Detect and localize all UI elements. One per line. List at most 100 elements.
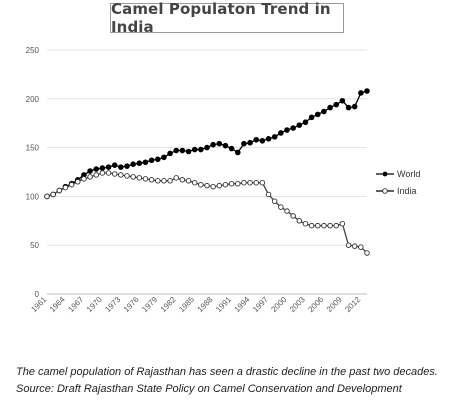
data-point-india bbox=[290, 213, 296, 219]
data-point-world bbox=[314, 111, 321, 118]
data-point-india bbox=[155, 178, 161, 184]
data-point-world bbox=[198, 146, 204, 153]
data-point-india bbox=[247, 179, 253, 186]
x-tick-label: 2012 bbox=[343, 295, 362, 314]
chart-title: Camel Populaton Trend in India bbox=[110, 0, 344, 36]
data-point-india bbox=[204, 182, 210, 189]
x-tick-label: 1979 bbox=[140, 295, 159, 314]
x-tick-label: 2003 bbox=[288, 295, 307, 314]
data-point-world bbox=[179, 147, 186, 154]
data-point-india bbox=[56, 187, 63, 194]
data-point-india bbox=[75, 179, 81, 185]
data-point-india bbox=[99, 170, 106, 176]
y-tick-label: 50 bbox=[30, 241, 39, 250]
x-tick-label: 1994 bbox=[233, 295, 252, 314]
data-point-india bbox=[345, 242, 352, 248]
x-tick-label: 2006 bbox=[306, 295, 325, 314]
data-point-india bbox=[44, 193, 50, 200]
data-point-india bbox=[358, 244, 364, 250]
data-point-world bbox=[333, 101, 340, 108]
data-point-india bbox=[351, 243, 358, 249]
data-point-world bbox=[351, 103, 358, 110]
data-point-india bbox=[179, 177, 186, 183]
data-point-india bbox=[302, 220, 309, 227]
data-point-world bbox=[87, 168, 93, 174]
data-point-india bbox=[62, 184, 69, 191]
data-point-world bbox=[185, 148, 192, 155]
data-point-india bbox=[118, 172, 124, 178]
data-point-india bbox=[210, 183, 216, 190]
data-point-world bbox=[210, 141, 216, 148]
data-point-world bbox=[358, 90, 364, 96]
x-tick-label: 1961 bbox=[29, 295, 48, 314]
data-point-india bbox=[265, 191, 272, 198]
data-point-world bbox=[204, 144, 210, 151]
legend-label-india: India bbox=[397, 186, 417, 196]
data-point-world bbox=[191, 146, 198, 153]
x-tick-label: 2009 bbox=[325, 295, 344, 314]
data-point-world bbox=[290, 125, 296, 131]
data-point-world bbox=[259, 137, 266, 144]
legend-label-world: World bbox=[397, 169, 420, 179]
data-point-world bbox=[161, 154, 167, 161]
caption-line-1: The camel population of Rajasthan has se… bbox=[16, 366, 438, 378]
data-point-india bbox=[364, 250, 370, 256]
data-point-india bbox=[124, 173, 130, 179]
caption-line-2: Source: Draft Rajasthan State Policy on … bbox=[16, 383, 402, 395]
data-point-india bbox=[105, 170, 112, 176]
data-point-world bbox=[271, 134, 278, 140]
data-point-india bbox=[315, 222, 321, 229]
data-point-india bbox=[130, 174, 136, 180]
data-point-india bbox=[142, 176, 149, 182]
data-point-world bbox=[124, 163, 130, 169]
data-point-world bbox=[167, 150, 173, 157]
data-point-world bbox=[154, 156, 161, 163]
data-point-india bbox=[216, 182, 223, 189]
data-point-world bbox=[339, 97, 346, 104]
data-point-india bbox=[87, 174, 93, 180]
data-point-world bbox=[241, 140, 247, 147]
data-point-india bbox=[235, 180, 241, 187]
data-point-world bbox=[228, 145, 235, 152]
legend-marker-world bbox=[382, 171, 388, 177]
x-tick-label: 1973 bbox=[103, 295, 122, 314]
data-point-india bbox=[111, 171, 118, 177]
data-point-world bbox=[111, 162, 118, 168]
data-point-world bbox=[327, 104, 333, 111]
data-point-world bbox=[148, 157, 155, 164]
chart-caption: The camel population of Rajasthan has se… bbox=[16, 364, 471, 398]
x-tick-label: 1985 bbox=[177, 295, 196, 314]
x-tick-label: 1988 bbox=[196, 295, 215, 314]
data-point-india bbox=[198, 181, 204, 188]
data-point-world bbox=[142, 159, 149, 166]
y-tick-label: 250 bbox=[26, 46, 40, 55]
x-tick-label: 1991 bbox=[214, 295, 233, 314]
data-point-world bbox=[99, 165, 106, 171]
data-point-world bbox=[308, 114, 315, 121]
data-point-world bbox=[302, 119, 309, 126]
data-point-india bbox=[321, 222, 327, 229]
legend-marker-india bbox=[382, 188, 388, 194]
data-point-world bbox=[278, 130, 284, 136]
data-point-india bbox=[241, 179, 247, 186]
series-line-world bbox=[46, 90, 368, 198]
data-point-world bbox=[118, 164, 124, 170]
data-point-world bbox=[173, 147, 180, 154]
data-point-india bbox=[185, 178, 192, 184]
data-point-india bbox=[161, 178, 167, 184]
data-point-world bbox=[321, 108, 327, 115]
data-point-india bbox=[68, 181, 75, 188]
data-point-india bbox=[50, 191, 56, 198]
data-point-india bbox=[191, 179, 198, 186]
data-point-world bbox=[105, 164, 112, 170]
x-tick-label: 1970 bbox=[85, 295, 104, 314]
data-point-india bbox=[327, 222, 333, 229]
data-point-india bbox=[339, 220, 346, 227]
data-point-world bbox=[364, 88, 370, 94]
x-tick-label: 1964 bbox=[48, 295, 67, 314]
data-point-india bbox=[333, 222, 339, 229]
data-point-world bbox=[234, 149, 241, 156]
data-point-india bbox=[228, 180, 235, 187]
data-point-india bbox=[136, 175, 143, 181]
